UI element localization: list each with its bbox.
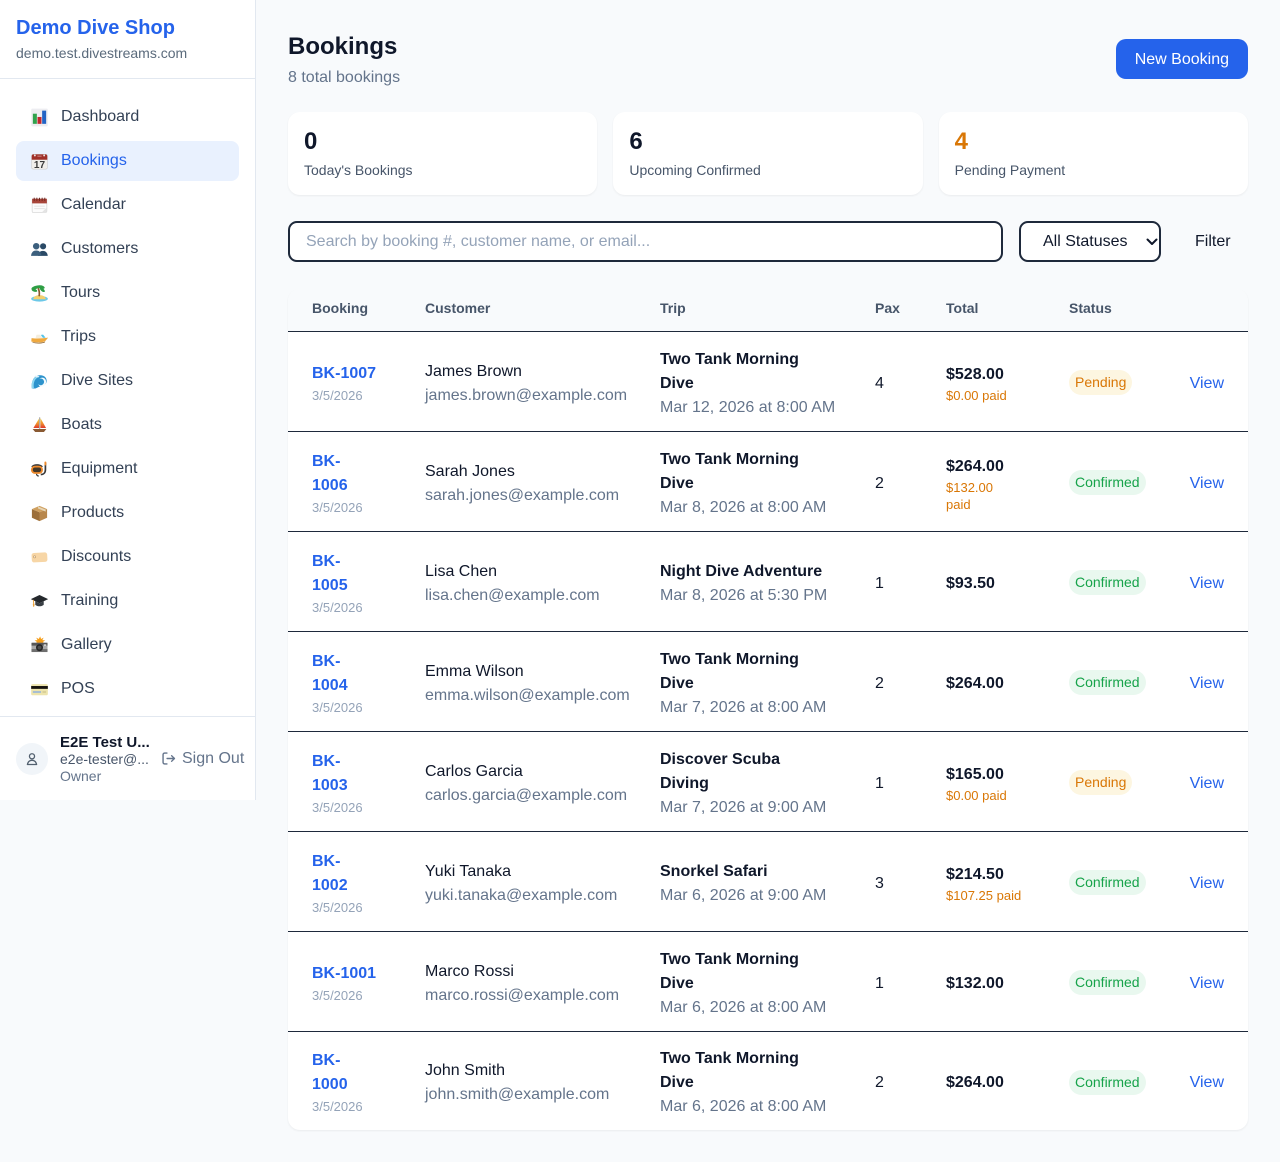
svg-text:17: 17 bbox=[34, 159, 46, 170]
